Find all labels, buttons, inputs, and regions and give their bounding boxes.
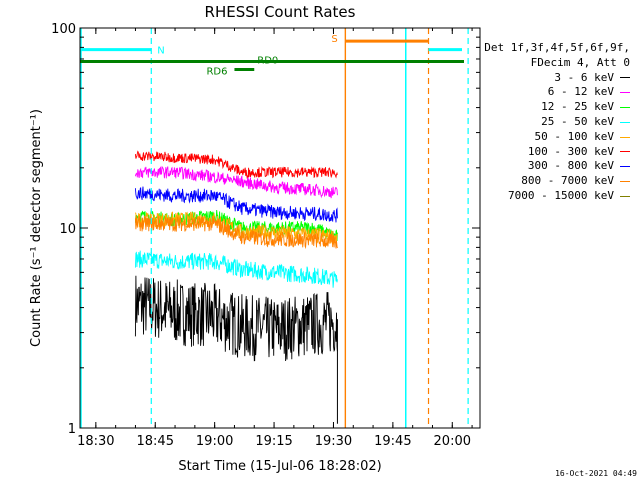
annotation-n: N (157, 46, 164, 57)
x-tick-label: 19:30 (315, 434, 352, 449)
legend-entry: 25 - 50 keV (484, 115, 630, 130)
legend-entry-label: 3 - 6 keV (554, 70, 614, 84)
annotation-rd6: RD6 (206, 67, 227, 78)
legend-header-line-2: FDecim 4, Att 0 (530, 55, 630, 69)
axes-layer: 18:30 18:45 19:00 19:15 19:30 19:45 20:00 1 10 10… (51, 22, 480, 449)
x-tick-label: 18:30 (77, 434, 114, 449)
legend-entry-label: 50 - 100 keV (534, 129, 614, 143)
legend: Det 1f,3f,4f,5f,6f,9f, FDecim 4, Att 0 3… (484, 41, 630, 204)
series-line-800-7000-keV (134, 215, 338, 250)
legend-swatch (620, 92, 630, 94)
legend-swatch (620, 151, 630, 153)
x-tick-label: 18:45 (137, 434, 174, 449)
legend-swatch (620, 166, 630, 168)
legend-entry-label: 12 - 25 keV (541, 100, 614, 114)
series-line-3-6-keV (134, 275, 338, 362)
legend-entry: 7000 - 15000 keV (484, 189, 630, 204)
x-tick-label: 20:00 (434, 434, 471, 449)
legend-entry: 12 - 25 keV (484, 100, 630, 115)
series-layer (134, 150, 338, 424)
timestamp-footer: 16-Oct-2021 04:49 (555, 469, 637, 478)
legend-entry-label: 100 - 300 keV (527, 144, 614, 158)
y-tick-label: 10 (59, 222, 76, 237)
legend-entry: 800 - 7000 keV (484, 174, 630, 189)
legend-entry: 100 - 300 keV (484, 145, 630, 160)
x-tick-label: 19:15 (255, 434, 292, 449)
legend-entry: 6 - 12 keV (484, 85, 630, 100)
legend-entry: 50 - 100 keV (484, 130, 630, 145)
series-line-300-800-keV (134, 186, 338, 223)
legend-swatch (620, 77, 630, 79)
legend-entry-label: 800 - 7000 keV (521, 174, 614, 188)
legend-entry-label: 7000 - 15000 keV (508, 188, 614, 202)
legend-entry-label: 25 - 50 keV (541, 114, 614, 128)
legend-entry-label: 300 - 800 keV (527, 159, 614, 173)
legend-entry: 300 - 800 keV (484, 159, 630, 174)
legend-swatch (620, 107, 630, 109)
annotation-s: S (331, 34, 337, 45)
series-line-6-12-keV (134, 165, 338, 199)
annotation-layer: N S RD6 RD0 (80, 28, 469, 428)
legend-header-line-1: Det 1f,3f,4f,5f,6f,9f, (484, 41, 630, 54)
x-tick-label: 19:45 (374, 434, 411, 449)
x-axis-label: Start Time (15-Jul-06 18:28:02) (178, 459, 381, 474)
y-tick-label: 100 (51, 22, 76, 37)
legend-swatch (620, 181, 630, 183)
legend-swatch (620, 195, 630, 197)
legend-entry-label: 6 - 12 keV (547, 85, 614, 99)
x-tick-label: 19:00 (196, 434, 233, 449)
legend-swatch (620, 136, 630, 138)
legend-swatch (620, 121, 630, 123)
annotation-rd0: RD0 (257, 55, 278, 66)
y-axis-label: Count Rate (s⁻¹ detector segment⁻¹) (29, 109, 44, 347)
y-tick-label: 1 (68, 422, 76, 437)
series-line-100-300-keV (134, 150, 338, 180)
series-line-25-50-keV (134, 250, 338, 288)
legend-entry: 3 - 6 keV (484, 71, 630, 86)
chart-title: RHESSI Count Rates (205, 3, 356, 21)
